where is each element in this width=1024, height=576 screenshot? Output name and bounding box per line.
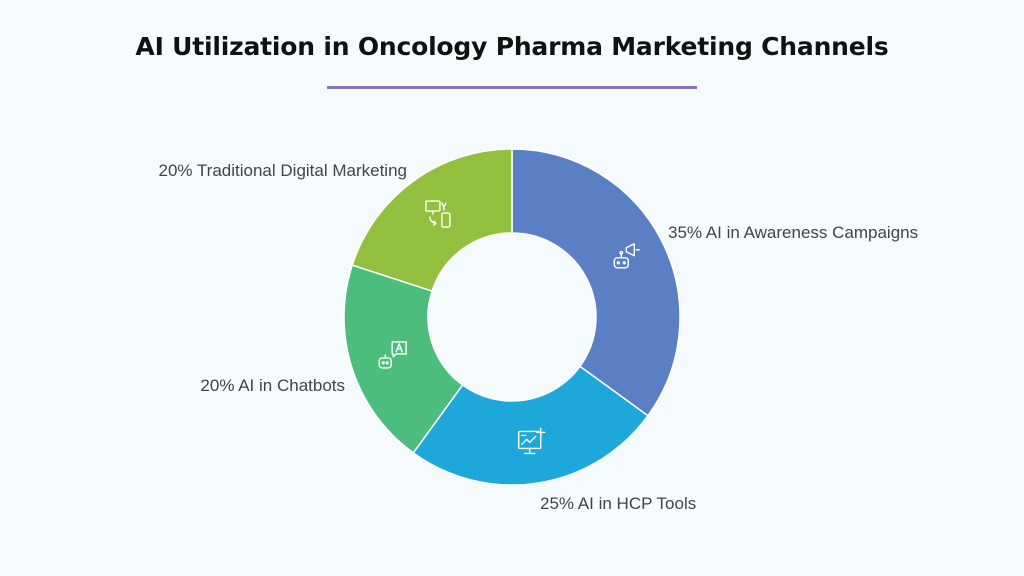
title-underline xyxy=(327,86,697,89)
chart-title: AI Utilization in Oncology Pharma Market… xyxy=(135,32,889,61)
slice-label: 35% AI in Awareness Campaigns xyxy=(668,223,918,242)
chatbot-icon xyxy=(378,341,407,369)
megaphone-bot-icon xyxy=(613,243,640,269)
slice-label: 20% AI in Chatbots xyxy=(200,376,345,395)
donut-slice xyxy=(343,264,464,454)
slice-icons xyxy=(378,200,640,455)
donut-slices xyxy=(343,148,681,486)
monitor-growth-icon xyxy=(518,427,546,455)
slice-labels: 35% AI in Awareness Campaigns 25% AI in H… xyxy=(158,161,918,513)
donut-slice xyxy=(511,148,681,417)
donut-slice xyxy=(351,148,513,292)
slice-label: 25% AI in HCP Tools xyxy=(540,494,696,513)
slice-label: 20% Traditional Digital Marketing xyxy=(158,161,407,180)
devices-sync-icon xyxy=(425,200,451,228)
donut-slice xyxy=(412,365,649,486)
